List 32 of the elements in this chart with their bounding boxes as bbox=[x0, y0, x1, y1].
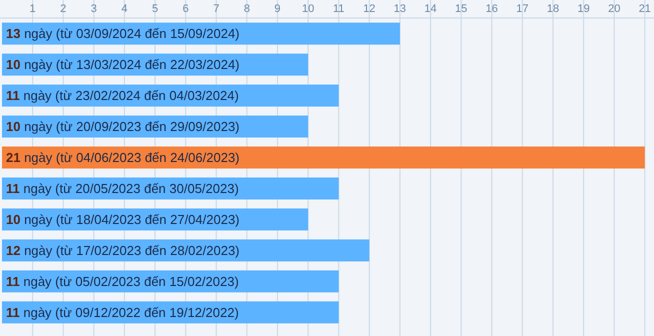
x-tick-label: 12 bbox=[363, 3, 376, 15]
x-tick-label: 19 bbox=[577, 3, 590, 15]
x-tick-label: 3 bbox=[90, 3, 97, 15]
x-tick-label: 2 bbox=[60, 3, 66, 15]
bar bbox=[2, 146, 645, 169]
x-tick-label: 21 bbox=[638, 3, 651, 15]
x-tick-label: 18 bbox=[546, 3, 560, 15]
x-tick-label: 17 bbox=[516, 3, 528, 15]
data-label: 11 ngày (từ 05/02/2023 đến 15/02/2023) bbox=[6, 274, 239, 289]
data-label: 21 ngày (từ 04/06/2023 đến 24/06/2023) bbox=[6, 150, 240, 166]
x-tick-label: 7 bbox=[213, 3, 220, 15]
x-tick-label: 6 bbox=[182, 3, 189, 15]
x-tick-label: 9 bbox=[274, 3, 281, 15]
data-label: 10 ngày (từ 13/03/2024 đến 22/03/2024) bbox=[6, 57, 240, 72]
x-tick-label: 15 bbox=[455, 3, 468, 15]
x-tick-label: 5 bbox=[152, 3, 158, 15]
data-label: 11 ngày (từ 20/05/2023 đến 30/05/2023) bbox=[6, 181, 239, 196]
x-tick-label: 8 bbox=[244, 3, 250, 15]
data-label: 10 ngày (từ 18/04/2023 đến 27/04/2023) bbox=[6, 212, 240, 228]
x-tick-label: 20 bbox=[608, 3, 620, 15]
data-label: 10 ngày (từ 20/09/2023 đến 29/09/2023) bbox=[6, 119, 240, 134]
x-tick-label: 10 bbox=[302, 3, 314, 15]
data-label: 11 ngày (từ 23/02/2024 đến 04/03/2024) bbox=[6, 88, 239, 104]
x-tick-label: 4 bbox=[121, 3, 128, 15]
x-tick-label: 11 bbox=[333, 3, 344, 15]
x-tick-label: 13 bbox=[394, 3, 406, 15]
x-tick-label: 14 bbox=[424, 3, 437, 15]
x-tick-label: 16 bbox=[486, 3, 498, 15]
x-tick-label: 1 bbox=[30, 3, 36, 15]
data-label: 12 ngày (từ 17/02/2023 đến 28/02/2023) bbox=[6, 242, 240, 258]
data-label: 11 ngày (từ 09/12/2022 đến 19/12/2022) bbox=[6, 304, 239, 320]
data-label: 13 ngày (từ 03/09/2024 đến 15/09/2024) bbox=[6, 26, 240, 42]
